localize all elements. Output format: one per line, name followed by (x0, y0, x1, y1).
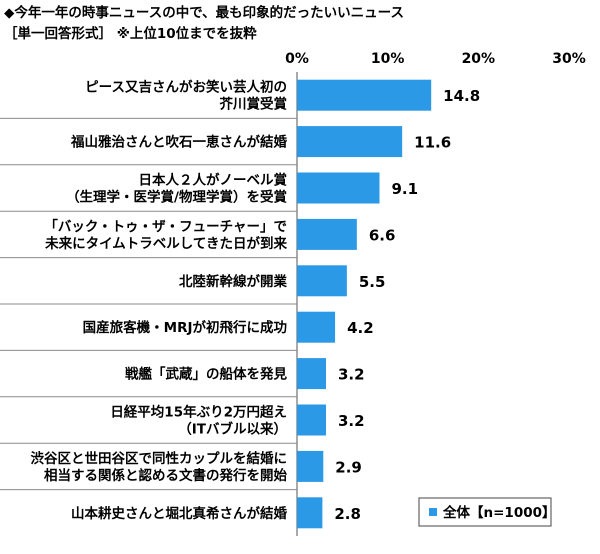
category-label: 日経平均15年ぶり2万円超え (110, 404, 287, 421)
bar (297, 172, 380, 204)
value-label: 3.2 (338, 412, 365, 430)
x-tick-label: 30% (552, 51, 586, 67)
category-label: （生理学・医学賞/物理学賞）を受賞 (66, 189, 287, 206)
value-label: 5.5 (359, 273, 386, 291)
category-label: （ITバブル以来） (178, 421, 287, 438)
value-label: 14.8 (443, 87, 480, 105)
bar (297, 79, 432, 111)
category-label: ピース又吉さんがお笑い芸人初の (85, 79, 287, 96)
legend-swatch (429, 508, 437, 516)
x-tick-label: 0% (285, 51, 309, 67)
category-label: 国産旅客機・MRJが初飛行に成功 (83, 319, 287, 336)
x-tick-label: 20% (462, 51, 496, 67)
category-label: 福山雅治さんと吹石一恵さんが結婚 (70, 134, 287, 151)
category-label: 山本耕史さんと堀北真希さんが結婚 (71, 505, 287, 522)
bar (297, 497, 323, 529)
value-label: 2.9 (335, 458, 362, 476)
legend-box (418, 497, 552, 527)
category-label: 「バック・トゥ・ザ・フューチャー」で (44, 218, 287, 235)
chart-subtitle: ［単一回答形式］ ※上位10位までを抜粋 (4, 26, 257, 42)
bar (297, 450, 324, 482)
value-label: 9.1 (392, 180, 419, 198)
bar (297, 311, 336, 343)
category-label: 北陸新幹線が開業 (179, 273, 287, 290)
category-label: 相当する関係と認める文書の発行を開始 (44, 467, 287, 484)
value-label: 6.6 (369, 226, 396, 244)
bar (297, 404, 327, 436)
bar (297, 265, 347, 297)
bar (297, 218, 357, 250)
bar (297, 358, 327, 390)
legend-label: 全体【n=1000】 (442, 504, 556, 521)
category-label: 戦艦「武蔵」の船体を発見 (125, 366, 287, 383)
category-label: 渋谷区と世田谷区で同性カップルを結婚に (31, 450, 288, 467)
value-label: 11.6 (414, 134, 451, 152)
value-label: 2.8 (334, 505, 361, 523)
category-label: 日本人２人がノーベル賞 (139, 172, 288, 189)
x-tick-label: 10% (371, 51, 405, 67)
chart-title: ◆今年一年の時事ニュースの中で、最も印象的だったいいニュース (4, 5, 404, 21)
category-label: 芥川賞受賞 (220, 96, 288, 113)
category-label: 未来にタイムトラベルしてきた日が到来 (45, 235, 287, 252)
value-label: 3.2 (338, 366, 365, 384)
value-label: 4.2 (347, 319, 374, 337)
bar (297, 126, 403, 158)
